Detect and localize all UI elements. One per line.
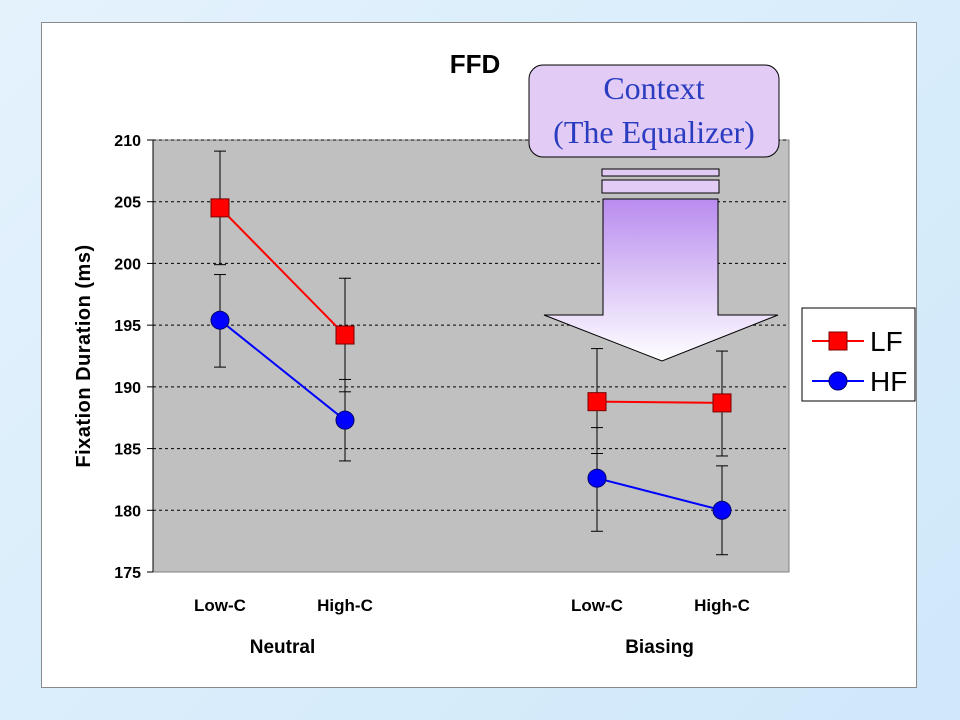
series-layer	[210, 150, 732, 556]
x-category-label: Low-C	[194, 596, 246, 615]
y-tick-label: 195	[114, 318, 141, 335]
x-group-label: Biasing	[625, 637, 694, 658]
data-point-lf	[587, 392, 607, 412]
series-line-hf	[596, 477, 723, 512]
context-callout-box	[528, 64, 780, 158]
series-line-lf	[596, 400, 723, 404]
x-category-labels: Low-C High-C Neutral Low-C High-C Biasing	[194, 596, 750, 658]
arrow-stripe	[601, 179, 720, 194]
chart-title: FFD	[450, 49, 501, 79]
slide-panel: 175 180 185 190 195 200 205 210 Context (The Equ…	[41, 22, 917, 688]
legend-label: HF	[870, 366, 907, 397]
data-point-hf	[335, 410, 355, 430]
y-tick-label: 205	[114, 195, 141, 212]
context-annotation: Context (The Equalizer)	[528, 64, 780, 362]
y-tick-label: 190	[114, 380, 141, 397]
chart: 175 180 185 190 195 200 205 210 Context (The Equ…	[73, 49, 916, 658]
x-category-label: High-C	[694, 596, 750, 615]
context-callout-text: (The Equalizer)	[553, 114, 755, 150]
legend: LF HF	[801, 307, 916, 402]
y-tick-labels: 175 180 185 190 195 200 205 210	[114, 133, 153, 582]
down-arrow-icon	[543, 198, 779, 362]
data-point-lf	[210, 198, 230, 218]
x-category-label: High-C	[317, 596, 373, 615]
y-tick-label: 175	[114, 565, 141, 582]
y-tick-label: 200	[114, 256, 141, 273]
series-line-lf	[219, 207, 346, 336]
y-axis-label: Fixation Duration (ms)	[73, 244, 95, 467]
x-category-label: Low-C	[571, 596, 623, 615]
data-point-hf	[712, 500, 732, 520]
y-tick-label: 210	[114, 133, 141, 150]
data-point-hf	[587, 468, 607, 488]
legend-box	[801, 307, 916, 402]
data-point-hf	[210, 310, 230, 330]
arrow-stripe	[601, 168, 720, 177]
legend-marker-square	[828, 331, 848, 351]
legend-marker-circle	[828, 371, 848, 391]
x-group-label: Neutral	[250, 637, 315, 658]
data-point-lf	[712, 393, 732, 413]
y-tick-label: 185	[114, 442, 141, 459]
legend-label: LF	[870, 326, 903, 357]
series-line-hf	[219, 319, 346, 421]
y-tick-label: 180	[114, 503, 141, 520]
context-callout-text: Context	[603, 70, 704, 106]
data-point-lf	[335, 325, 355, 345]
